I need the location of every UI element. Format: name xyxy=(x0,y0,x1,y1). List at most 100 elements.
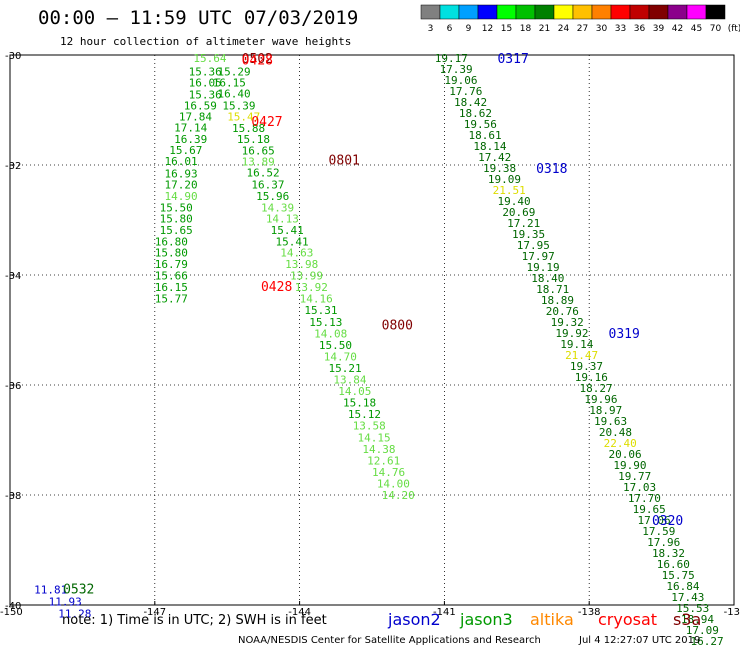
swh-value: 15.41 xyxy=(275,235,308,248)
legend-label: 27 xyxy=(577,24,588,34)
swh-value: 18.97 xyxy=(589,404,622,417)
swh-value: 19.32 xyxy=(551,316,584,329)
swh-value: 16.40 xyxy=(218,88,251,101)
x-tick-label: -144 xyxy=(288,607,311,618)
swh-value: 21.51 xyxy=(493,184,526,197)
swh-value: 19.38 xyxy=(483,162,516,175)
legend-label: 12 xyxy=(482,24,493,34)
swh-value: 19.17 xyxy=(435,52,468,65)
swh-value: 16.37 xyxy=(251,178,284,191)
swh-value: 16.39 xyxy=(174,133,207,146)
swh-value: 20.76 xyxy=(546,305,579,318)
legend-label: 45 xyxy=(691,24,702,34)
legend-label: 21 xyxy=(539,24,550,34)
swh-value: 15.67 xyxy=(169,144,202,157)
footer-credit: NOAA/NESDIS Center for Satellite Applica… xyxy=(238,635,541,646)
swh-value: 15.18 xyxy=(343,397,376,410)
legend-label: (ft) xyxy=(728,24,740,34)
color-legend: 3 6 9 12 15 18 21 24 27 30 33 36 39 42 45 70 (ft) xyxy=(420,4,740,34)
legend-swatch xyxy=(458,4,479,20)
swh-value: 14.20 xyxy=(382,489,415,502)
legend-label: 18 xyxy=(520,24,532,34)
swh-value: 15.80 xyxy=(155,246,188,259)
page-title: 00:00 – 11:59 UTC 07/03/2019 xyxy=(38,7,358,29)
legend-swatch xyxy=(477,4,498,20)
swh-value: 13.99 xyxy=(290,270,323,283)
swh-value: 16.93 xyxy=(164,167,197,180)
mission-label: altika xyxy=(530,610,574,629)
swh-value: 15.18 xyxy=(237,133,270,146)
data-points: 11.8111.9311.2815.6415.3616.0515.3616.59… xyxy=(34,52,724,648)
swh-value: 19.16 xyxy=(575,371,608,384)
time-label: 0319 xyxy=(609,327,640,342)
swh-value: 14.08 xyxy=(314,327,347,340)
legend-label: 3 xyxy=(428,24,434,34)
y-tick-label: -32 xyxy=(5,161,21,172)
swh-value: 13.98 xyxy=(285,258,318,271)
swh-value: 17.70 xyxy=(628,492,661,505)
swh-value: 16.01 xyxy=(164,155,197,168)
swh-value: 14.38 xyxy=(362,443,395,456)
swh-value: 13.58 xyxy=(353,420,386,433)
legend-label: 15 xyxy=(501,24,512,34)
swh-value: 17.03 xyxy=(623,481,656,494)
swh-value: 16.59 xyxy=(184,100,217,113)
swh-value: 20.48 xyxy=(599,426,632,439)
swh-value: 19.65 xyxy=(633,503,666,516)
swh-value: 17.76 xyxy=(449,85,482,98)
swh-value: 15.31 xyxy=(304,304,337,317)
swh-value: 15.47 xyxy=(227,111,260,124)
swh-value: 19.14 xyxy=(560,338,593,351)
time-labels: 0532050204280427042808010800031703180319… xyxy=(63,52,683,598)
swh-value: 19.35 xyxy=(512,228,545,241)
legend-swatch xyxy=(515,4,536,20)
mission-label: jason3 xyxy=(459,610,513,629)
swh-value: 18.40 xyxy=(531,272,564,285)
legend-swatch xyxy=(572,4,593,20)
swh-value: 19.37 xyxy=(570,360,603,373)
mission-label: s3a xyxy=(673,610,701,629)
swh-value: 13.92 xyxy=(295,281,328,294)
legend-swatch xyxy=(439,4,460,20)
swh-value: 17.95 xyxy=(517,239,550,252)
swh-value: 19.09 xyxy=(488,173,521,186)
swh-value: 19.19 xyxy=(526,261,559,274)
mission-legend: jason2 jason3 altika cryosat s3a xyxy=(387,610,701,629)
footer-timestamp: Jul 4 12:27:07 UTC 2019 xyxy=(578,635,700,646)
swh-value: 15.66 xyxy=(155,270,188,283)
legend-label: 70 xyxy=(710,24,722,34)
swh-value: 15.41 xyxy=(271,224,304,237)
swh-value: 17.21 xyxy=(507,217,540,230)
swh-value: 15.77 xyxy=(155,293,188,306)
x-tick-label: -147 xyxy=(143,607,166,618)
swh-value: 17.97 xyxy=(522,250,555,263)
swh-value: 14.16 xyxy=(300,293,333,306)
swh-value: 16.05 xyxy=(189,77,222,90)
swh-value: 15.29 xyxy=(218,66,251,79)
swh-value: 18.27 xyxy=(580,382,613,395)
grid-lines xyxy=(10,55,734,605)
legend-label: 24 xyxy=(558,24,570,34)
note-text: note: 1) Time is in UTC; 2) SWH is in fe… xyxy=(62,613,327,628)
swh-value: 14.70 xyxy=(324,350,357,363)
legend-label: 39 xyxy=(653,24,665,34)
swh-value: 15.36 xyxy=(189,89,222,102)
swh-value: 15.88 xyxy=(232,122,265,135)
swh-value: 15.64 xyxy=(193,52,226,65)
swh-value: 17.59 xyxy=(642,525,675,538)
y-tick-label: -34 xyxy=(5,271,21,282)
swh-value: 22.40 xyxy=(604,437,637,450)
swh-value: 19.56 xyxy=(464,118,497,131)
time-label: 0318 xyxy=(536,162,567,177)
swh-value: 17.39 xyxy=(440,63,473,76)
swh-value: 15.80 xyxy=(160,212,193,225)
legend-label: 9 xyxy=(466,24,472,34)
x-tick-label: -138 xyxy=(578,607,601,618)
swh-value: 19.40 xyxy=(497,195,530,208)
swh-value: 14.39 xyxy=(261,201,294,214)
legend-swatch xyxy=(705,4,726,20)
legend-label: 33 xyxy=(615,24,626,34)
legend-swatch xyxy=(610,4,631,20)
swh-value: 17.06 xyxy=(637,514,670,527)
